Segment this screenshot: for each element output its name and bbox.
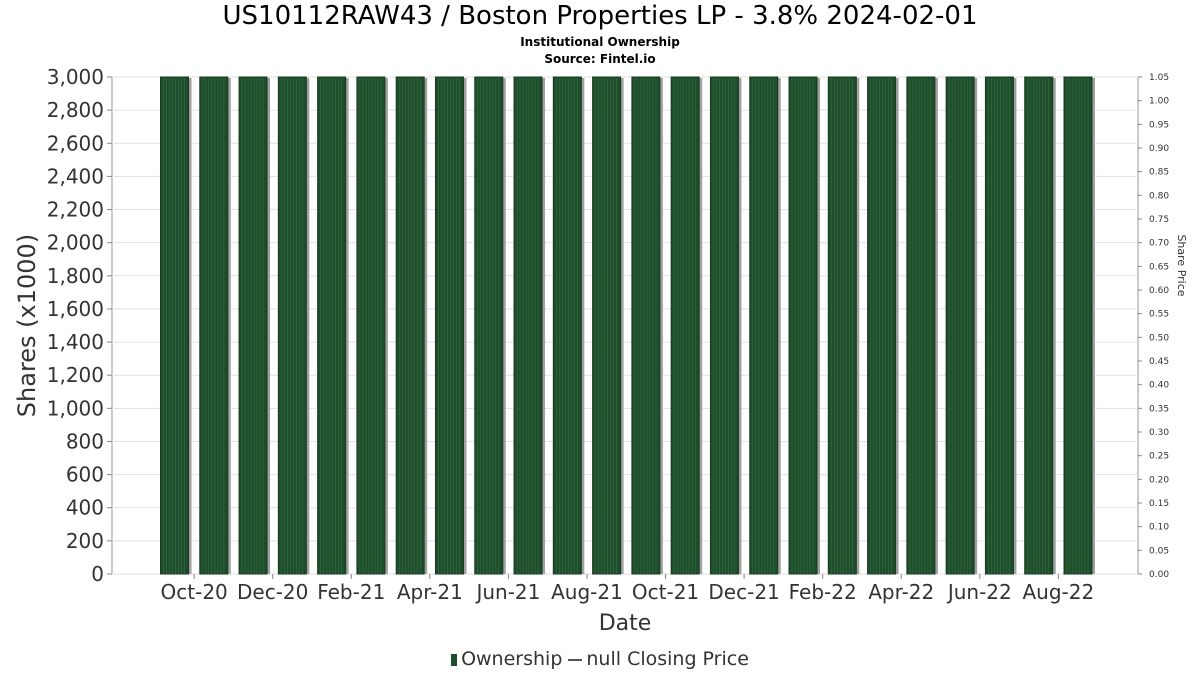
- y-tick-label: 1,400: [47, 330, 104, 354]
- bar-ownership: [160, 76, 189, 575]
- y2-tick-label: 0.55: [1149, 310, 1169, 320]
- y2-tick-label: 0.35: [1149, 404, 1169, 414]
- x-tick-label: Dec-21: [708, 580, 779, 604]
- bar-ownership: [827, 76, 857, 575]
- legend-swatch-ownership: [451, 653, 458, 666]
- y-tick-label: 2,600: [47, 131, 104, 155]
- y-tick-label: 1,800: [47, 264, 104, 288]
- x-tick-label: Dec-20: [237, 580, 308, 604]
- y2-tick-label: 0.75: [1149, 215, 1169, 225]
- bar-ownership: [513, 76, 543, 575]
- x-tick-label: Jun-22: [946, 580, 1012, 604]
- bar-ownership: [945, 76, 975, 575]
- x-axis-title: Date: [599, 611, 652, 636]
- legend-swatch-price: [568, 658, 583, 661]
- y-axis-title: Shares (x1000): [13, 234, 41, 417]
- y2-tick-label: 1.00: [1149, 97, 1169, 107]
- bar-ownership: [356, 76, 386, 575]
- bar-ownership: [277, 76, 307, 575]
- bar-ownership: [1024, 76, 1054, 575]
- y2-tick-label: 0.20: [1149, 475, 1169, 485]
- bar-ownership: [906, 76, 936, 575]
- chart-source: Source: Fintel.io: [544, 52, 656, 66]
- x-tick-label: Aug-21: [551, 580, 623, 604]
- y2-tick-label: 0.85: [1149, 168, 1169, 178]
- legend-label-ownership: Ownership: [461, 648, 563, 670]
- x-tick-label: Jun-21: [474, 580, 540, 604]
- x-tick-label: Feb-21: [317, 580, 385, 604]
- y2-tick-label: 0.10: [1149, 523, 1169, 533]
- y2-tick-label: 1.05: [1149, 73, 1169, 83]
- y-tick-label: 600: [66, 463, 104, 487]
- bar-ownership: [474, 76, 504, 575]
- bar-ownership: [709, 76, 739, 575]
- bar-ownership: [749, 76, 779, 575]
- bar-ownership: [434, 76, 464, 575]
- bar-ownership: [984, 76, 1014, 575]
- bar-ownership: [552, 76, 582, 575]
- bar-ownership: [592, 76, 622, 575]
- bar-ownership: [631, 76, 661, 575]
- x-tick-label: Apr-21: [397, 580, 463, 604]
- y-tick-label: 200: [66, 529, 104, 553]
- x-tick-label: Oct-21: [632, 580, 699, 604]
- bar-ownership: [788, 76, 818, 575]
- y-tick-label: 400: [66, 496, 104, 520]
- y-tick-label: 1,200: [47, 363, 104, 387]
- y2-tick-label: 0.60: [1149, 286, 1169, 296]
- y-tick-label: 2,000: [47, 231, 104, 255]
- y-tick-label: 0: [91, 562, 104, 586]
- bar-ownership: [1063, 76, 1093, 575]
- y2-tick-label: 0.25: [1149, 452, 1169, 462]
- y2-tick-label: 0.50: [1149, 333, 1169, 343]
- bar-ownership: [238, 76, 268, 575]
- y-tick-label: 2,400: [47, 164, 104, 188]
- chart-title: US10112RAW43 / Boston Properties LP - 3.…: [222, 1, 978, 31]
- bar-ownership: [867, 76, 897, 575]
- bar-ownership: [395, 76, 425, 575]
- y2-tick-label: 0.30: [1149, 428, 1169, 438]
- legend-label-price: null Closing Price: [586, 648, 749, 670]
- y2-tick-label: 0.40: [1149, 381, 1169, 391]
- y-tick-label: 800: [66, 429, 104, 453]
- bar-ownership: [670, 76, 700, 575]
- bar-ownership: [199, 76, 229, 575]
- x-tick-label: Oct-20: [161, 580, 228, 604]
- y2-tick-label: 0.45: [1149, 357, 1169, 367]
- y2-tick-label: 0.90: [1149, 144, 1169, 154]
- y-tick-label: 1,000: [47, 396, 104, 420]
- y2-tick-label: 0.95: [1149, 120, 1169, 130]
- y2-axis-title: Share Price: [1175, 234, 1188, 296]
- y2-tick-label: 0.00: [1149, 570, 1169, 580]
- chart-subtitle: Institutional Ownership: [520, 35, 680, 49]
- x-tick-label: Feb-22: [789, 580, 857, 604]
- x-tick-label: Aug-22: [1022, 580, 1094, 604]
- y-tick-label: 1,600: [47, 297, 104, 321]
- y-tick-label: 2,200: [47, 198, 104, 222]
- y2-tick-label: 0.80: [1149, 191, 1169, 201]
- y2-tick-label: 0.65: [1149, 262, 1169, 272]
- y2-tick-label: 0.70: [1149, 239, 1169, 249]
- y2-tick-label: 0.05: [1149, 546, 1169, 556]
- y2-tick-label: 0.15: [1149, 499, 1169, 509]
- y-tick-label: 3,000: [47, 65, 104, 89]
- chart-legend: Ownership null Closing Price: [0, 648, 1200, 670]
- x-tick-label: Apr-22: [868, 580, 934, 604]
- bar-ownership: [317, 76, 347, 575]
- y-tick-label: 2,800: [47, 98, 104, 122]
